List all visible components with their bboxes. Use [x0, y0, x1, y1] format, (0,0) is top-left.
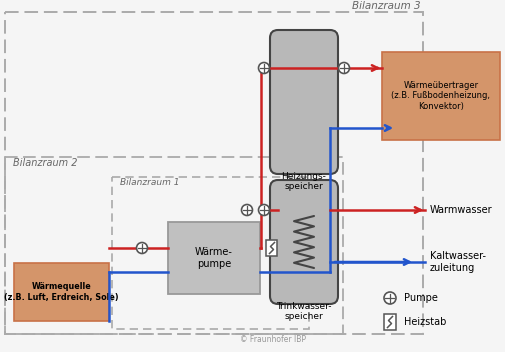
Bar [5, 157, 342, 334]
FancyBboxPatch shape [270, 30, 337, 174]
Text: Bilanzraum 1: Bilanzraum 1 [120, 178, 179, 187]
Text: Heizungs-
speicher: Heizungs- speicher [281, 172, 326, 191]
Circle shape [136, 243, 147, 253]
Circle shape [258, 63, 269, 74]
Bar [383, 314, 395, 330]
Text: Wärmequelle
(z.B. Luft, Erdreich, Sole): Wärmequelle (z.B. Luft, Erdreich, Sole) [4, 282, 119, 302]
FancyBboxPatch shape [381, 52, 499, 140]
Bar [5, 12, 422, 334]
Bar [266, 240, 277, 256]
Text: Pumpe: Pumpe [403, 293, 437, 303]
Text: Heizstab: Heizstab [403, 317, 445, 327]
Text: Wärmeübertrager
(z.B. Fußbodenheizung,
Konvektor): Wärmeübertrager (z.B. Fußbodenheizung, K… [391, 81, 489, 111]
Text: Warmwasser: Warmwasser [429, 205, 492, 215]
Circle shape [338, 63, 349, 74]
Text: Bilanzraum 3: Bilanzraum 3 [351, 1, 420, 11]
FancyBboxPatch shape [168, 222, 260, 294]
Text: Kaltwasser-
zuleitung: Kaltwasser- zuleitung [429, 251, 485, 273]
Circle shape [258, 205, 269, 215]
FancyBboxPatch shape [270, 180, 337, 304]
Bar [112, 177, 309, 329]
Text: © Fraunhofer IBP: © Fraunhofer IBP [239, 335, 306, 345]
Text: Wärme-
pumpe: Wärme- pumpe [194, 247, 232, 269]
Text: Bilanzraum 2: Bilanzraum 2 [13, 158, 77, 168]
Circle shape [241, 205, 252, 215]
Circle shape [383, 292, 395, 304]
FancyBboxPatch shape [14, 263, 109, 321]
Text: Trinkwasser-
speicher: Trinkwasser- speicher [276, 302, 331, 321]
